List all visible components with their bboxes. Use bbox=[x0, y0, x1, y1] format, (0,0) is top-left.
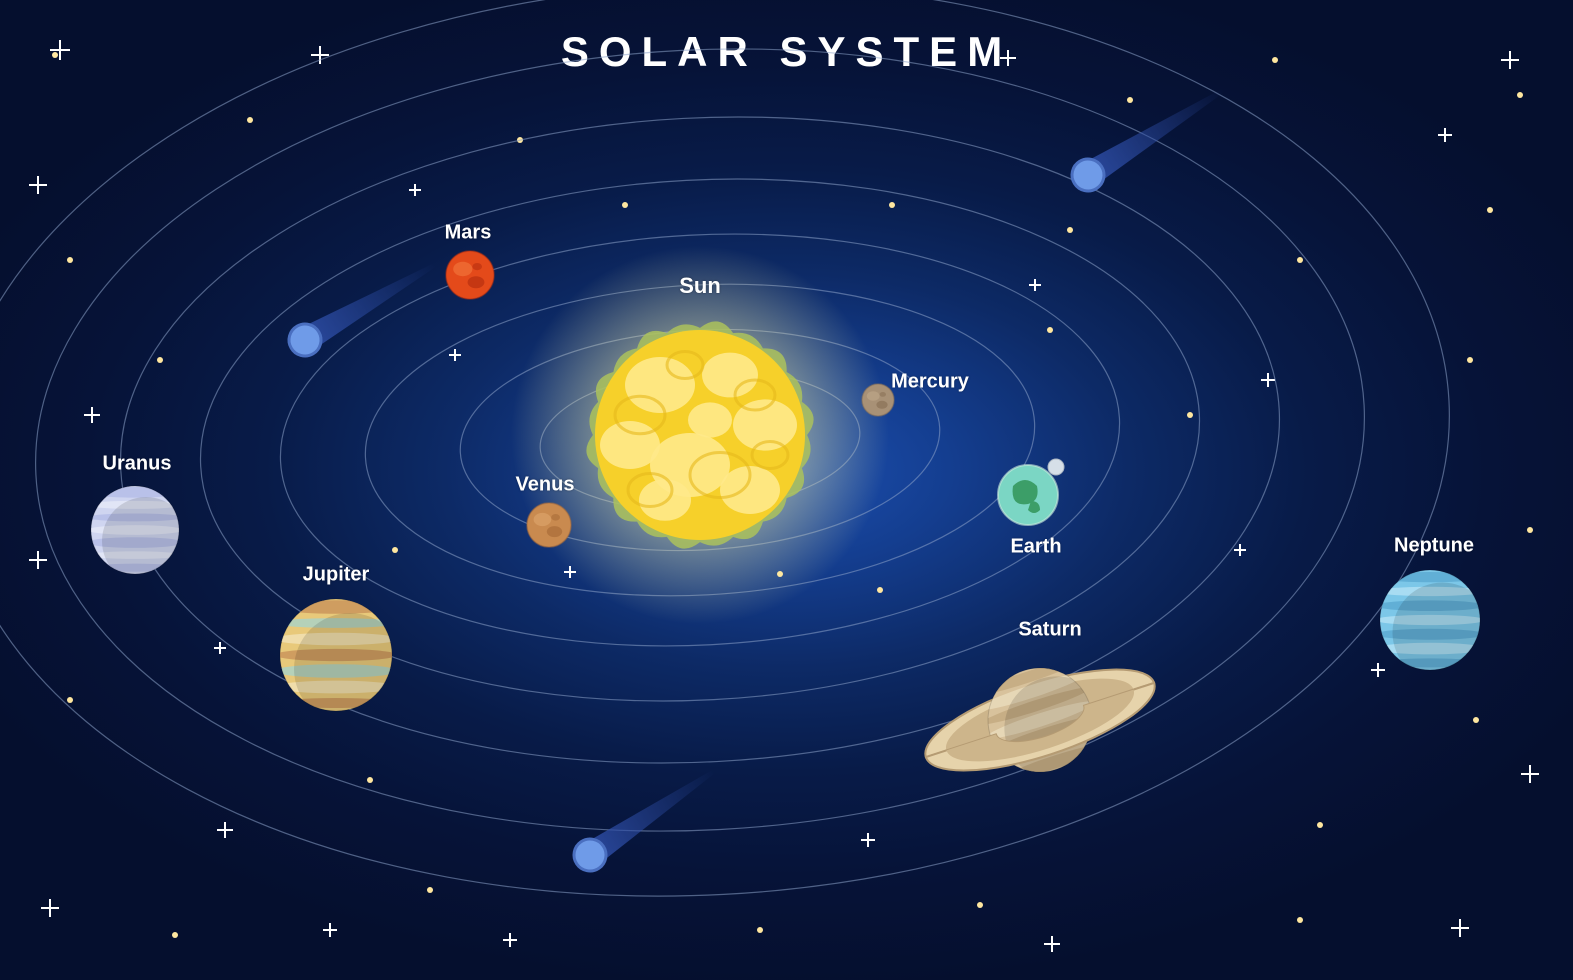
planet-neptune bbox=[0, 0, 1573, 980]
label-neptune: Neptune bbox=[1394, 535, 1474, 558]
label-mercury: Mercury bbox=[891, 371, 969, 394]
label-saturn: Saturn bbox=[1018, 619, 1081, 642]
label-venus: Venus bbox=[516, 474, 575, 497]
label-jupiter: Jupiter bbox=[303, 564, 370, 587]
label-sun: Sun bbox=[679, 273, 721, 299]
label-earth: Earth bbox=[1010, 536, 1061, 559]
stage: SOLAR SYSTEM SunMercuryVenusEarthMarsJup… bbox=[0, 0, 1573, 980]
label-uranus: Uranus bbox=[103, 453, 172, 476]
label-mars: Mars bbox=[445, 222, 492, 245]
